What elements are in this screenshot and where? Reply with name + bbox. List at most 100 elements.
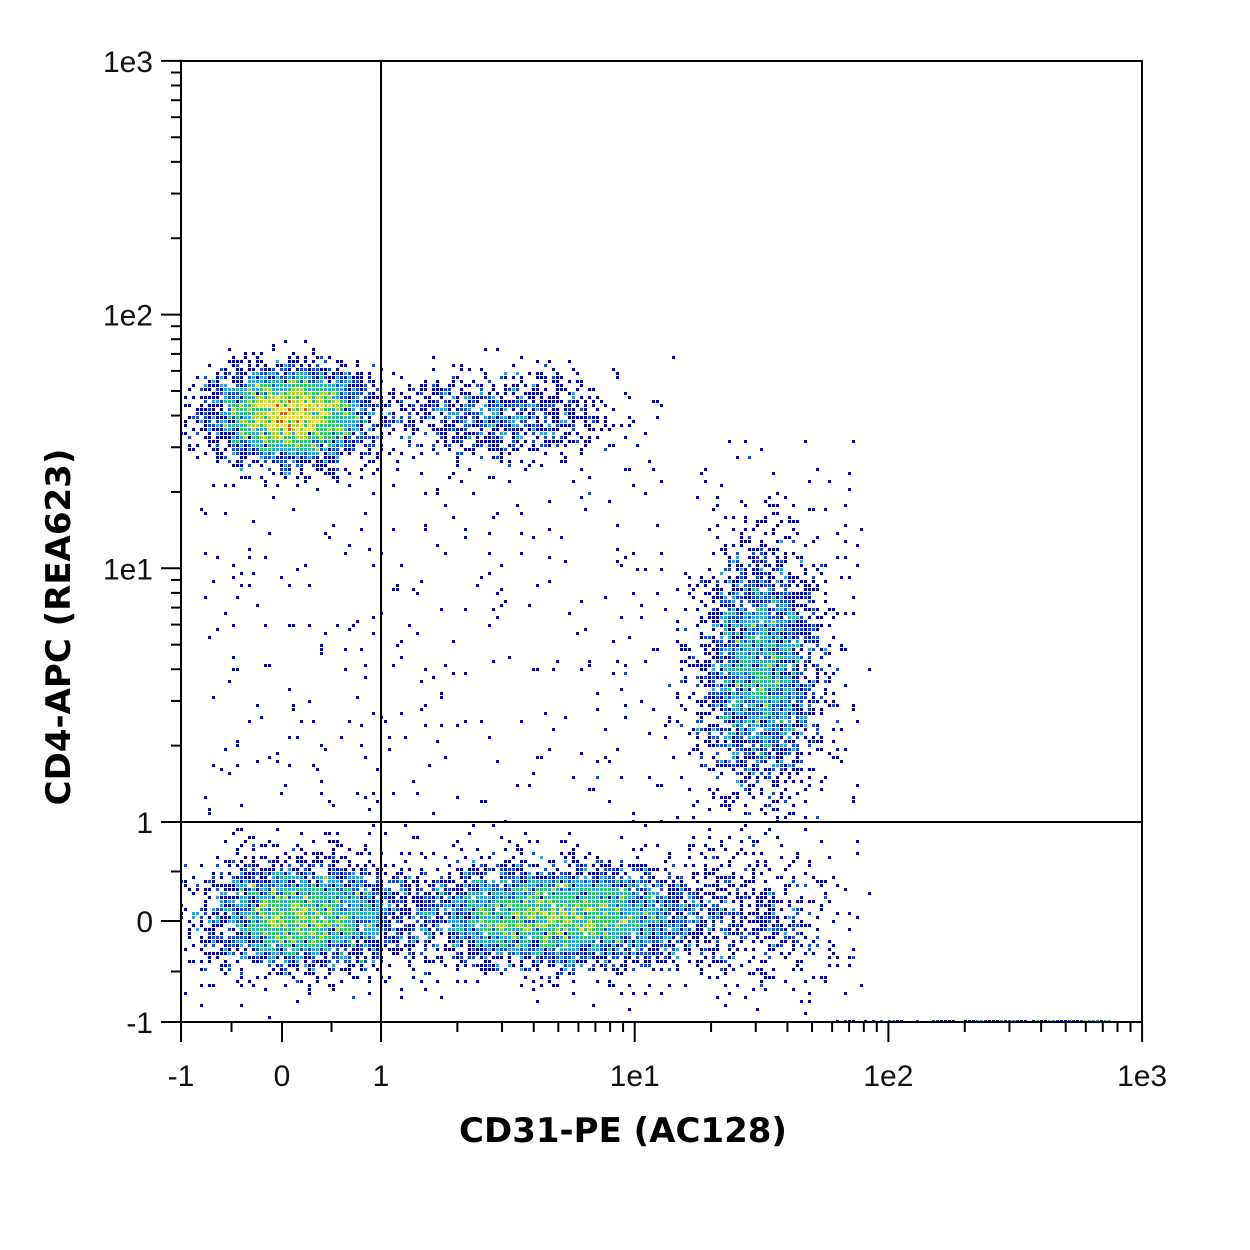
event-dot (240, 972, 243, 975)
event-dot (328, 408, 331, 411)
event-dot (572, 428, 575, 431)
event-dot (320, 416, 323, 419)
event-dot (240, 920, 243, 923)
event-dot (280, 428, 283, 431)
event-dot (196, 376, 199, 379)
event-dot (408, 404, 411, 407)
event-dot (520, 428, 523, 431)
event-dot (620, 424, 623, 427)
event-dot (492, 868, 495, 871)
event-dot (308, 896, 311, 899)
event-dot (724, 568, 727, 571)
event-dot (552, 916, 555, 919)
event-dot (276, 920, 279, 923)
event-dot (448, 448, 451, 451)
event-dot (252, 352, 255, 355)
event-dot (464, 876, 467, 879)
event-dot (640, 936, 643, 939)
event-dot (832, 704, 835, 707)
event-dot (468, 868, 471, 871)
event-dot (564, 420, 567, 423)
event-dot (304, 444, 307, 447)
event-dot (320, 884, 323, 887)
event-dot (260, 948, 263, 951)
event-dot (260, 400, 263, 403)
event-dot (320, 436, 323, 439)
event-dot (492, 412, 495, 415)
event-dot (344, 924, 347, 927)
event-dot (300, 376, 303, 379)
event-dot (740, 624, 743, 627)
event-dot (316, 452, 319, 455)
event-dot (716, 692, 719, 695)
event-dot (740, 564, 743, 567)
event-dot (236, 876, 239, 879)
event-dot (776, 756, 779, 759)
event-dot (540, 888, 543, 891)
event-dot (360, 880, 363, 883)
event-dot (804, 624, 807, 627)
event-dot (760, 704, 763, 707)
event-dot (304, 876, 307, 879)
event-dot (364, 904, 367, 907)
event-dot (748, 612, 751, 615)
event-dot (584, 908, 587, 911)
event-dot (284, 376, 287, 379)
event-dot (508, 916, 511, 919)
event-dot (792, 596, 795, 599)
event-dot (700, 712, 703, 715)
event-dot (732, 720, 735, 723)
event-dot (280, 460, 283, 463)
event-dot (272, 940, 275, 943)
event-dot (292, 904, 295, 907)
event-dot (384, 912, 387, 915)
event-dot (760, 520, 763, 523)
event-dot (292, 408, 295, 411)
event-dot (816, 748, 819, 751)
event-dot (604, 876, 607, 879)
event-dot (600, 880, 603, 883)
event-dot (496, 420, 499, 423)
event-dot (280, 408, 283, 411)
event-dot (692, 728, 695, 731)
event-dot (336, 480, 339, 483)
event-dot (340, 444, 343, 447)
event-dot (424, 872, 427, 875)
event-dot (576, 388, 579, 391)
event-dot (440, 916, 443, 919)
event-dot (248, 880, 251, 883)
event-dot (632, 884, 635, 887)
event-dot (780, 668, 783, 671)
event-dot (316, 860, 319, 863)
event-dot (604, 404, 607, 407)
event-dot (308, 412, 311, 415)
event-dot (716, 644, 719, 647)
event-dot (328, 904, 331, 907)
event-dot (596, 924, 599, 927)
event-dot (364, 412, 367, 415)
event-dot (620, 924, 623, 927)
event-dot (360, 440, 363, 443)
event-dot (288, 884, 291, 887)
event-dot (320, 936, 323, 939)
event-dot (320, 432, 323, 435)
event-dot (392, 416, 395, 419)
event-dot (332, 896, 335, 899)
event-dot (312, 376, 315, 379)
event-dot (252, 908, 255, 911)
event-dot (712, 664, 715, 667)
event-dot (588, 936, 591, 939)
event-dot (696, 676, 699, 679)
event-dot (560, 892, 563, 895)
event-dot (600, 900, 603, 903)
event-dot (492, 880, 495, 883)
event-dot (188, 388, 191, 391)
event-dot (520, 356, 523, 359)
event-dot (324, 948, 327, 951)
event-dot (340, 856, 343, 859)
event-dot (412, 896, 415, 899)
event-dot (328, 416, 331, 419)
event-dot (468, 424, 471, 427)
event-dot (588, 424, 591, 427)
event-dot (740, 708, 743, 711)
